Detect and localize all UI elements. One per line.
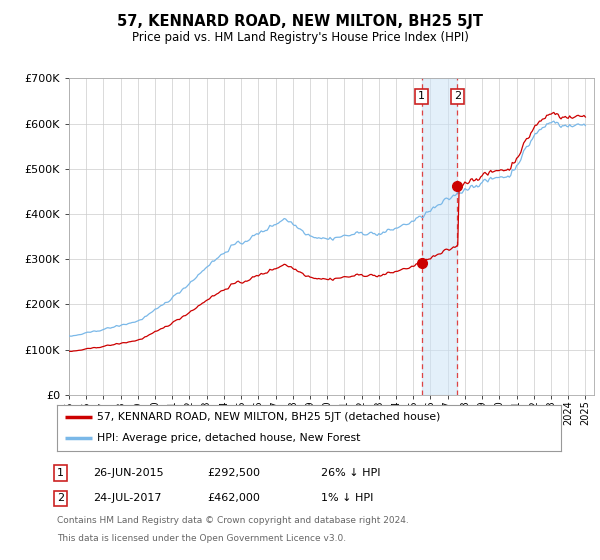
Text: This data is licensed under the Open Government Licence v3.0.: This data is licensed under the Open Gov… [57, 534, 346, 543]
Text: HPI: Average price, detached house, New Forest: HPI: Average price, detached house, New … [97, 433, 361, 444]
Text: 57, KENNARD ROAD, NEW MILTON, BH25 5JT: 57, KENNARD ROAD, NEW MILTON, BH25 5JT [117, 14, 483, 29]
Text: 2: 2 [57, 493, 64, 503]
Text: 1: 1 [418, 91, 425, 101]
Text: 26% ↓ HPI: 26% ↓ HPI [321, 468, 380, 478]
Text: 1: 1 [57, 468, 64, 478]
Text: 26-JUN-2015: 26-JUN-2015 [93, 468, 164, 478]
Text: Price paid vs. HM Land Registry's House Price Index (HPI): Price paid vs. HM Land Registry's House … [131, 31, 469, 44]
Text: £292,500: £292,500 [207, 468, 260, 478]
Text: 24-JUL-2017: 24-JUL-2017 [93, 493, 161, 503]
Text: £462,000: £462,000 [207, 493, 260, 503]
Text: Contains HM Land Registry data © Crown copyright and database right 2024.: Contains HM Land Registry data © Crown c… [57, 516, 409, 525]
Text: 57, KENNARD ROAD, NEW MILTON, BH25 5JT (detached house): 57, KENNARD ROAD, NEW MILTON, BH25 5JT (… [97, 412, 440, 422]
Text: 1% ↓ HPI: 1% ↓ HPI [321, 493, 373, 503]
Text: 2: 2 [454, 91, 461, 101]
Bar [422, 78, 457, 395]
